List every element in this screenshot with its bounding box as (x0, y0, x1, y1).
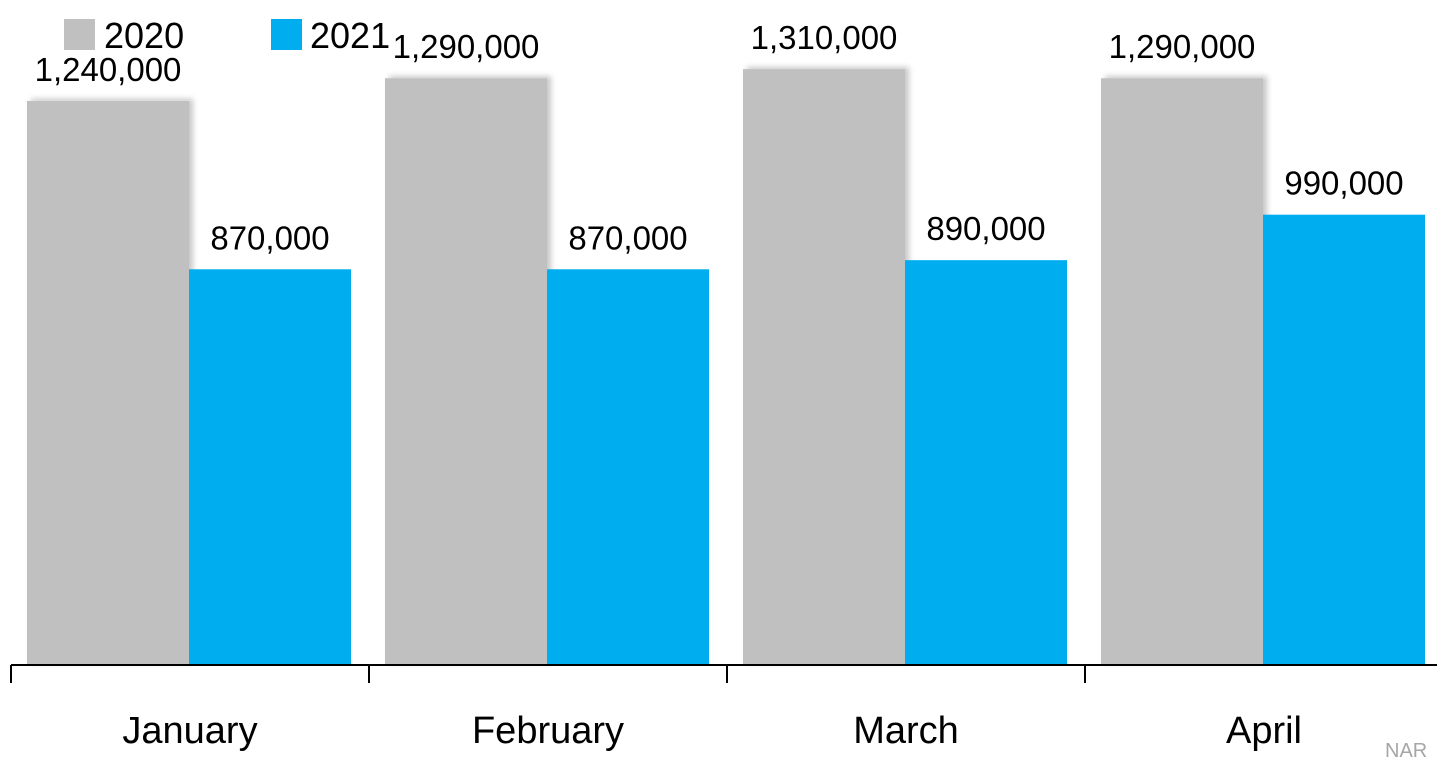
legend-label-2020: 2020 (104, 15, 184, 56)
legend-label-2021: 2021 (310, 15, 390, 56)
bar-2020-january (27, 100, 189, 665)
tick-label-march: March (853, 710, 959, 752)
value-label-2020-february: 1,290,000 (393, 28, 540, 65)
x-axis: January February March April (10, 664, 1437, 752)
bar-2021-april (1263, 214, 1425, 665)
bar-2020-march (743, 69, 905, 665)
bar-2021-march (905, 260, 1067, 665)
value-label-2021-march: 890,000 (926, 210, 1045, 247)
tick-label-january: January (122, 710, 257, 752)
tick-label-april: April (1226, 710, 1302, 752)
x-axis-tick-labels: January February March April (122, 710, 1302, 752)
value-label-2021-february: 870,000 (568, 219, 687, 256)
tick-label-february: February (472, 710, 624, 752)
value-labels: 1,240,000 870,000 1,290,000 870,000 1,310,00… (35, 19, 1404, 256)
x-axis-ticks (10, 665, 1086, 683)
source-label: NAR (1385, 740, 1427, 761)
value-label-2021-april: 990,000 (1284, 165, 1403, 202)
bars (27, 69, 1425, 665)
value-label-2020-january: 1,240,000 (35, 51, 182, 88)
bar-2020-february (385, 78, 547, 665)
bar-2021-february (547, 269, 709, 665)
value-label-2021-january: 870,000 (210, 219, 329, 256)
bar-2020-april (1101, 78, 1263, 665)
bar-2021-january (189, 269, 351, 665)
legend-swatch-2020 (64, 19, 95, 50)
legend: 2020 2021 (64, 15, 390, 56)
value-label-2020-april: 1,290,000 (1109, 28, 1256, 65)
value-label-2020-march: 1,310,000 (751, 19, 898, 56)
legend-swatch-2021 (271, 19, 302, 50)
